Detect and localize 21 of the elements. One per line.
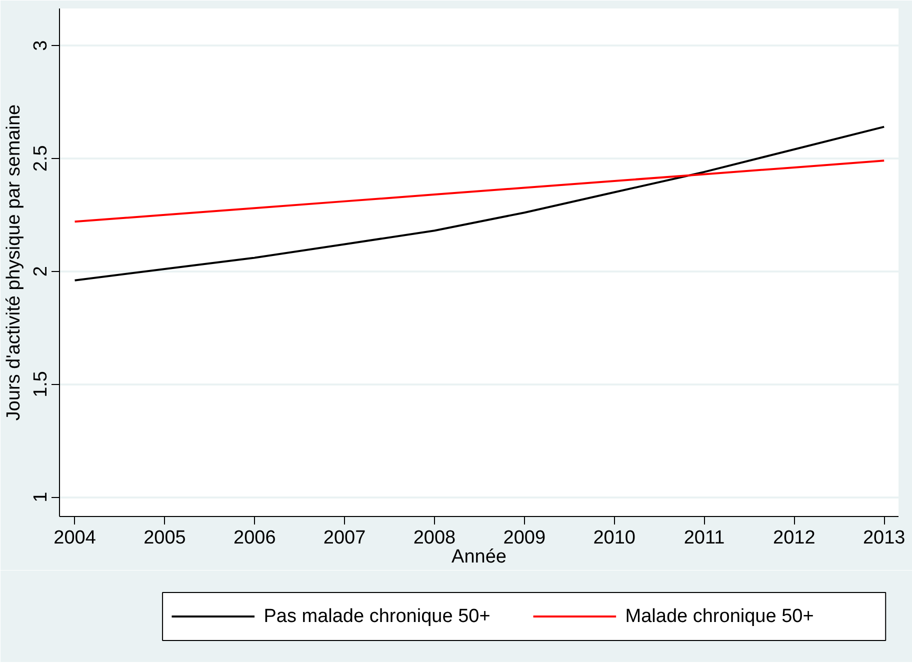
x-tick-label: 2011 xyxy=(684,528,725,548)
y-tick-label: 3 xyxy=(30,40,52,51)
y-tick-label: 2 xyxy=(30,266,52,277)
x-tick-label: 2006 xyxy=(234,528,276,548)
legend-label: Pas malade chronique 50+ xyxy=(264,606,490,627)
x-tick-label: 2004 xyxy=(54,528,96,548)
line-series xyxy=(74,126,886,282)
x-tick-label: 2013 xyxy=(862,528,906,548)
x-axis-title: Année xyxy=(452,546,506,568)
x-tick-label: 2012 xyxy=(773,528,816,548)
y-tick-label: 2.5 xyxy=(30,145,52,172)
y-tick-label: 1 xyxy=(30,492,52,502)
x-tick-label: 2009 xyxy=(503,528,546,548)
legend-label: Malade chronique 50+ xyxy=(625,606,814,627)
y-tick-label: 1.5 xyxy=(30,370,52,398)
y-axis-title: Jours d'activité physique par semaine xyxy=(4,104,24,421)
x-tick-label: 2010 xyxy=(593,528,636,548)
x-tick-label: 2007 xyxy=(323,528,366,548)
x-tick-label: 2005 xyxy=(144,528,186,548)
x-tick-label: 2008 xyxy=(413,528,456,548)
line-series xyxy=(74,160,886,223)
